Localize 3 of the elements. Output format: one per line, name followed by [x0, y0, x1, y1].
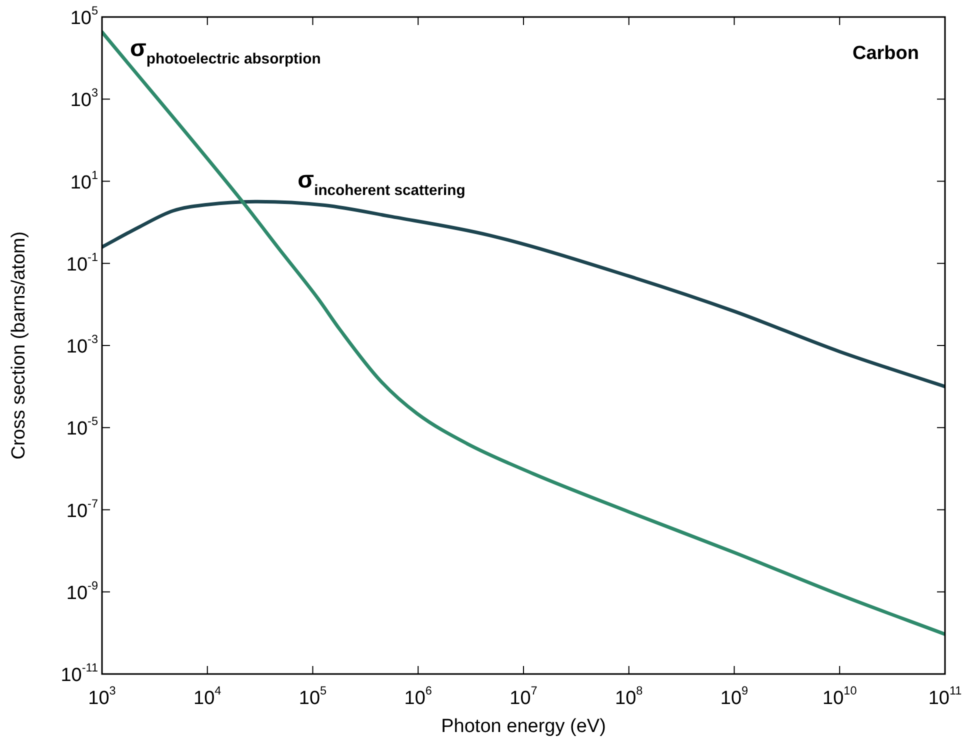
y-axis-title: Cross section (barns/atom) — [8, 231, 30, 460]
x-axis-title: Photon energy (eV) — [441, 716, 606, 737]
annotation: Carbon — [852, 43, 919, 64]
